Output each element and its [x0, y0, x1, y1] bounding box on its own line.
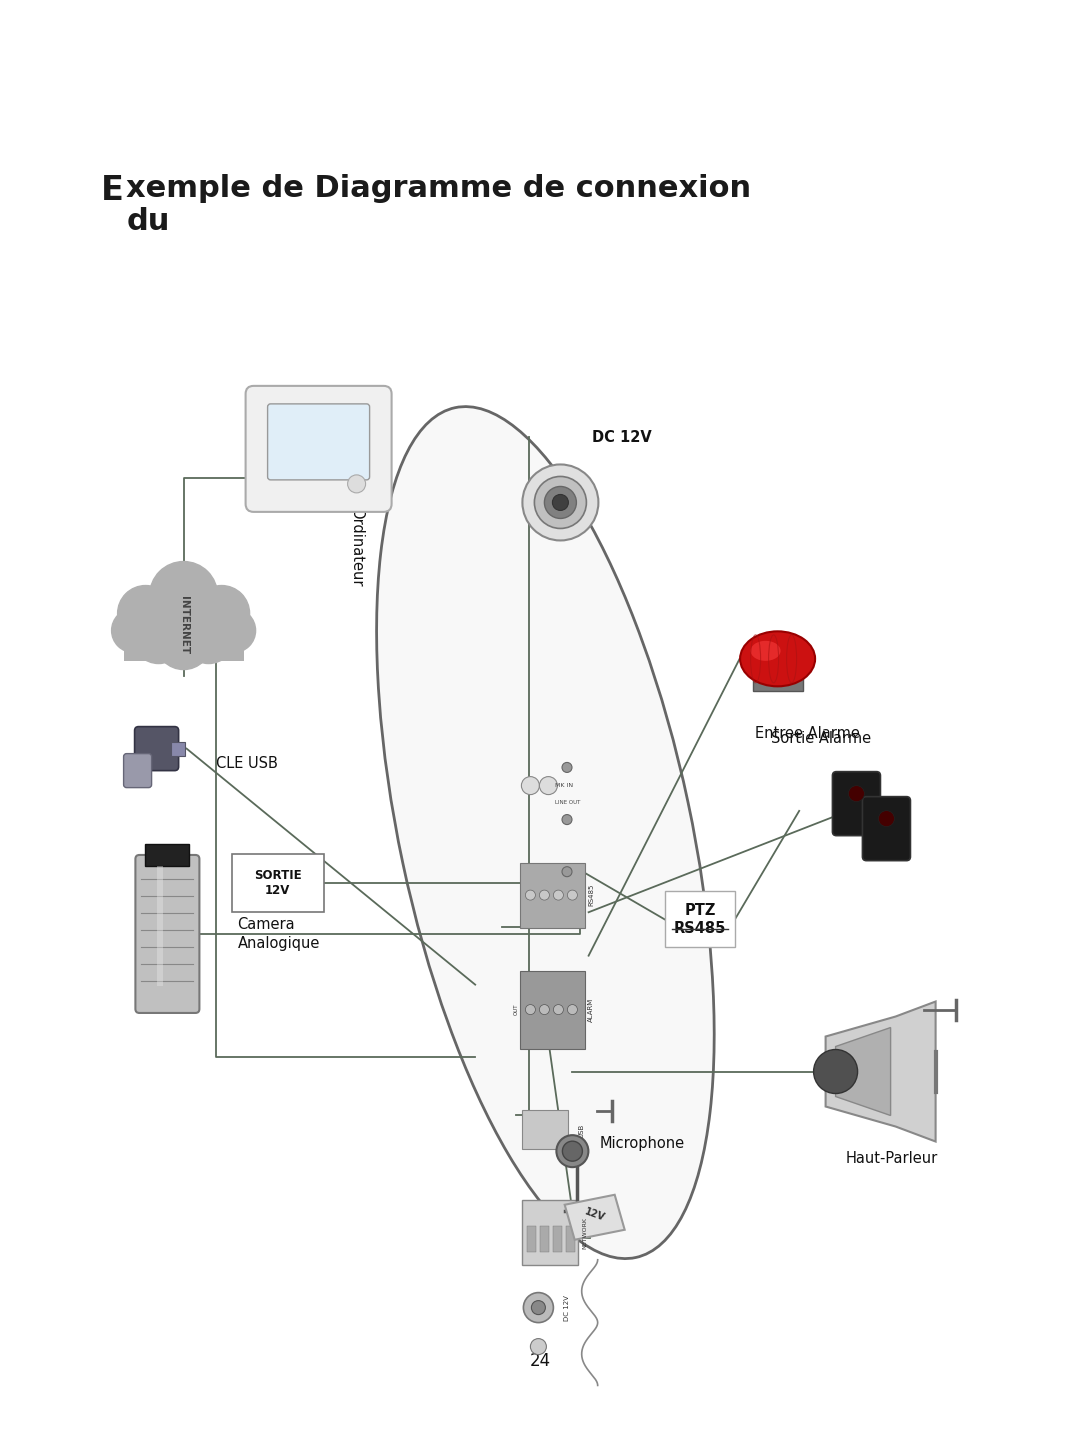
Circle shape [523, 465, 598, 540]
Circle shape [567, 1005, 578, 1015]
Text: USB: USB [579, 1124, 584, 1138]
Bar [521, 863, 585, 928]
Bar [523, 1109, 568, 1148]
Bar [123, 630, 244, 660]
Circle shape [111, 608, 156, 653]
Circle shape [183, 611, 234, 663]
Text: PTZ
RS485: PTZ RS485 [674, 902, 726, 937]
Polygon shape [836, 1028, 891, 1115]
Ellipse shape [751, 641, 781, 660]
Bar [523, 1199, 578, 1264]
Circle shape [553, 891, 564, 901]
Circle shape [878, 811, 894, 827]
Circle shape [348, 475, 366, 492]
FancyBboxPatch shape [833, 772, 880, 835]
Circle shape [118, 585, 174, 641]
Circle shape [133, 611, 185, 663]
FancyBboxPatch shape [135, 854, 200, 1014]
Circle shape [212, 608, 256, 653]
Bar [158, 866, 163, 986]
Text: MK IN: MK IN [555, 783, 573, 788]
Bar [665, 892, 734, 947]
FancyBboxPatch shape [268, 404, 369, 479]
Text: E: E [100, 174, 123, 207]
Text: 24: 24 [529, 1352, 551, 1370]
Text: Sortie Alarme: Sortie Alarme [771, 731, 870, 746]
Circle shape [562, 763, 572, 772]
Circle shape [813, 1050, 858, 1093]
Circle shape [539, 776, 557, 795]
Bar [146, 844, 189, 866]
Text: Camera
Analogique: Camera Analogique [238, 917, 320, 951]
Text: xemple de Diagramme de connexion
du: xemple de Diagramme de connexion du [126, 174, 752, 236]
Text: RS485: RS485 [589, 883, 594, 906]
Polygon shape [825, 1002, 935, 1141]
Circle shape [525, 1005, 536, 1015]
Bar [566, 1225, 576, 1251]
Bar [171, 741, 185, 756]
Text: OUT: OUT [513, 1003, 518, 1015]
Circle shape [193, 585, 249, 641]
Text: ALARM: ALARM [589, 998, 594, 1022]
Circle shape [531, 1300, 545, 1315]
Bar [540, 1225, 550, 1251]
FancyBboxPatch shape [123, 753, 151, 788]
Bar [232, 854, 324, 912]
Circle shape [849, 786, 864, 802]
Text: 12V: 12V [583, 1206, 606, 1224]
Circle shape [562, 867, 572, 876]
Text: INTERNET: INTERNET [178, 597, 189, 654]
Circle shape [524, 1293, 553, 1322]
Text: Haut-Parleur: Haut-Parleur [846, 1151, 937, 1166]
FancyBboxPatch shape [245, 385, 392, 513]
Circle shape [539, 1005, 550, 1015]
Circle shape [150, 562, 217, 630]
Circle shape [563, 1141, 582, 1161]
FancyBboxPatch shape [135, 727, 178, 770]
Text: Microphone: Microphone [599, 1137, 685, 1151]
Circle shape [552, 494, 568, 511]
Text: DC 12V: DC 12V [565, 1295, 570, 1321]
Text: LINE OUT: LINE OUT [555, 801, 581, 805]
Circle shape [544, 487, 577, 518]
FancyBboxPatch shape [863, 796, 910, 860]
Circle shape [530, 1338, 546, 1354]
Circle shape [539, 891, 550, 901]
Text: SORTIE
12V: SORTIE 12V [254, 869, 301, 898]
Bar [553, 1225, 563, 1251]
Text: Entree Alarme: Entree Alarme [755, 727, 861, 741]
Bar [521, 970, 585, 1048]
Circle shape [522, 776, 539, 795]
Circle shape [156, 614, 212, 669]
Polygon shape [565, 1195, 624, 1239]
Bar [527, 1225, 537, 1251]
Text: DC 12V: DC 12V [592, 430, 652, 445]
Text: CLE USB: CLE USB [216, 756, 278, 770]
Text: Ordinateur: Ordinateur [349, 507, 364, 586]
Circle shape [562, 815, 572, 824]
Bar [753, 669, 802, 691]
Circle shape [556, 1135, 589, 1167]
Ellipse shape [377, 407, 714, 1258]
Circle shape [553, 1005, 564, 1015]
Circle shape [567, 891, 578, 901]
Ellipse shape [740, 631, 815, 686]
Circle shape [535, 476, 586, 529]
Text: NETWORK: NETWORK [582, 1218, 588, 1250]
Circle shape [525, 891, 536, 901]
